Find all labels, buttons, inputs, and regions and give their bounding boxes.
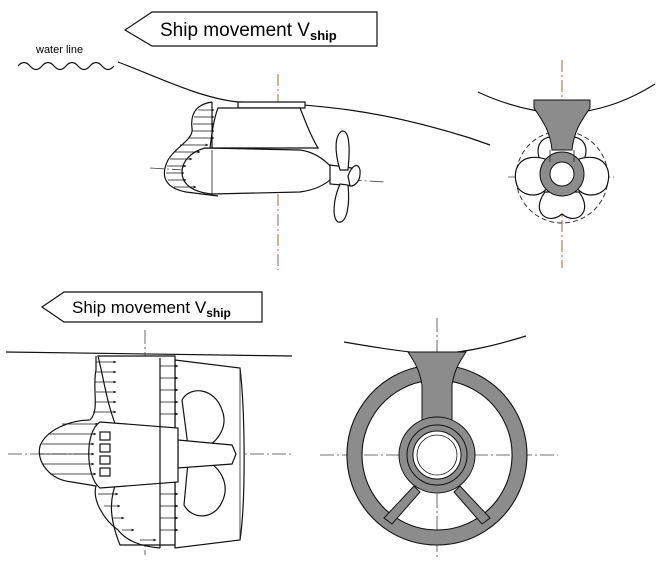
velocity-vectors-top xyxy=(166,108,215,189)
strut-section-bottom-right xyxy=(407,351,467,421)
duct-flow-vectors xyxy=(160,364,179,532)
front-hub-inner xyxy=(549,161,575,187)
front-blade-left xyxy=(514,156,549,196)
hull-line-bottom xyxy=(5,351,293,357)
duct-hub-ring xyxy=(406,424,468,486)
ship-movement-label-bottom: Ship movement V xyxy=(72,298,207,317)
left-arrow-outline-icon xyxy=(40,291,263,323)
ship-movement-subscript-top: ship xyxy=(310,28,337,43)
water-line-label: water line xyxy=(35,44,83,56)
bottom-front-view xyxy=(320,318,558,560)
strut-plate xyxy=(237,101,306,109)
duct-hub xyxy=(177,439,237,469)
strut-section-top-right xyxy=(533,99,591,151)
svg-text:Ship movement Vship: Ship movement Vship xyxy=(160,20,337,43)
top-side-view: Ship movement Vship water line xyxy=(17,11,491,270)
flow-profile-bottom xyxy=(38,356,161,549)
front-blade-right xyxy=(575,156,610,196)
hull-curve-bottom-right xyxy=(343,335,527,355)
duct-strut-lower-left xyxy=(383,485,421,525)
pod-body-bottom xyxy=(88,421,179,489)
ship-movement-subscript-bottom: ship xyxy=(206,306,231,320)
duct-blade-lower xyxy=(183,459,226,517)
velocity-vectors-bottom xyxy=(40,360,157,542)
front-blade-bottom xyxy=(538,191,586,219)
duct-ring xyxy=(346,364,528,546)
propeller-blade-side xyxy=(347,164,361,187)
ship-movement-label-top: Ship movement V xyxy=(160,20,310,41)
duct-strut-lower-right xyxy=(453,485,491,525)
propeller-blade-upper xyxy=(335,130,350,171)
pod-body xyxy=(181,147,333,195)
pod-ribs xyxy=(99,431,111,477)
propeller-blade-lower xyxy=(333,183,350,223)
duct-hub-inner xyxy=(412,430,462,480)
wave-icon xyxy=(17,61,115,71)
ship-movement-arrow-top: Ship movement Vship xyxy=(123,11,378,47)
ship-movement-arrow-bottom: Ship movement Vship xyxy=(40,291,263,323)
bottom-side-view: Ship movement Vship xyxy=(5,291,294,555)
top-front-view xyxy=(477,60,656,268)
duct-hub-inner2 xyxy=(416,434,458,476)
svg-text:Ship movement Vship: Ship movement Vship xyxy=(72,298,231,320)
strut xyxy=(209,107,320,149)
left-arrow-outline-icon xyxy=(123,11,378,47)
